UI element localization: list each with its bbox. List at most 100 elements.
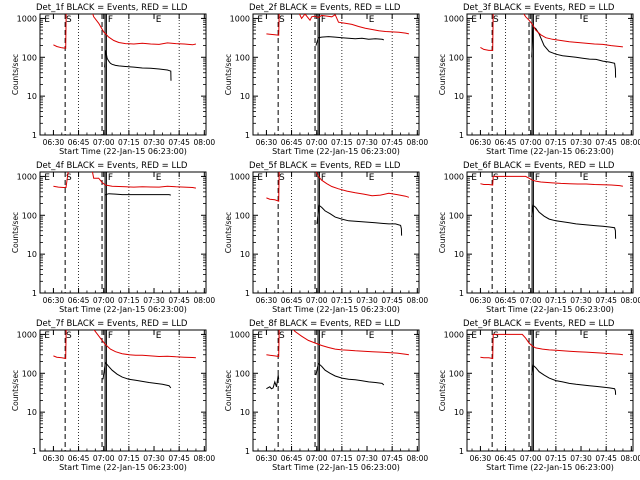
panel-8: Det_8f BLACK = Events, RED = LLD E S F E 1 10 1… bbox=[224, 319, 428, 472]
y-tick-label: 1000 bbox=[444, 14, 464, 23]
panel-title: Det_3f BLACK = Events, RED = LLD bbox=[463, 3, 615, 13]
x-tick-label: 08:00 bbox=[621, 454, 640, 463]
y-axis-label: Counts/sec bbox=[11, 54, 20, 95]
x-tick-label: 07:00 bbox=[93, 296, 115, 305]
y-tick-label: 100 bbox=[449, 369, 464, 378]
x-tick-label: 07:00 bbox=[520, 454, 542, 463]
series-line-events bbox=[104, 50, 172, 81]
x-axis-label: Start Time (22-Jan-15 06:23:00) bbox=[272, 463, 400, 472]
x-tick-label: 06:30 bbox=[43, 296, 65, 305]
x-tick-label: 07:15 bbox=[118, 296, 140, 305]
x-tick-label: 06:30 bbox=[470, 296, 492, 305]
x-tick-label: 06:30 bbox=[256, 138, 278, 147]
y-tick-label: 1 bbox=[459, 447, 464, 456]
x-axis-label: Start Time (22-Jan-15 06:23:00) bbox=[59, 147, 187, 156]
y-tick-label: 10 bbox=[454, 92, 464, 101]
y-tick-label: 1 bbox=[459, 131, 464, 140]
x-tick-label: 06:30 bbox=[256, 296, 278, 305]
x-tick-label: 06:45 bbox=[68, 296, 90, 305]
x-tick-label: 06:45 bbox=[281, 454, 303, 463]
x-tick-label: 06:45 bbox=[281, 138, 303, 147]
plot-frame bbox=[252, 171, 420, 294]
event-label: F bbox=[535, 15, 540, 25]
x-tick-label: 07:15 bbox=[331, 138, 353, 147]
x-tick-label: 08:00 bbox=[194, 138, 216, 147]
x-tick-label: 06:30 bbox=[43, 138, 65, 147]
y-tick-label: 10 bbox=[240, 250, 250, 259]
x-axis-label: Start Time (22-Jan-15 06:23:00) bbox=[486, 147, 614, 156]
y-axis-label: Counts/sec bbox=[224, 212, 233, 253]
x-tick-label: 07:15 bbox=[545, 454, 567, 463]
x-tick-label: 07:45 bbox=[381, 138, 403, 147]
panel-title: Det_5f BLACK = Events, RED = LLD bbox=[249, 161, 401, 171]
x-tick-label: 07:45 bbox=[381, 296, 403, 305]
y-tick-label: 10 bbox=[27, 92, 37, 101]
x-tick-label: 07:15 bbox=[331, 296, 353, 305]
event-label: S bbox=[66, 173, 72, 183]
y-tick-label: 10 bbox=[27, 250, 37, 259]
x-tick-label: 06:45 bbox=[495, 138, 517, 147]
event-label: S bbox=[279, 173, 285, 183]
event-label: E bbox=[471, 173, 477, 183]
x-tick-label: 07:30 bbox=[356, 454, 378, 463]
x-axis-label: Start Time (22-Jan-15 06:23:00) bbox=[59, 463, 187, 472]
event-label: E bbox=[257, 15, 263, 25]
series-line-events bbox=[102, 361, 172, 389]
x-tick-label: 07:45 bbox=[381, 454, 403, 463]
y-tick-label: 100 bbox=[22, 369, 37, 378]
series-line-lld bbox=[266, 330, 409, 358]
panel-2: Det_2f BLACK = Events, RED = LLD E S F E 1 10 1… bbox=[224, 3, 428, 156]
event-label: E bbox=[471, 15, 477, 25]
event-label: E bbox=[257, 173, 263, 183]
event-label: S bbox=[66, 331, 72, 341]
series-line-events bbox=[315, 36, 384, 46]
y-tick-label: 100 bbox=[235, 211, 250, 220]
x-axis-label: Start Time (22-Jan-15 06:23:00) bbox=[59, 305, 187, 314]
event-label: F bbox=[321, 15, 326, 25]
event-label: F bbox=[321, 331, 326, 341]
x-axis-label: Start Time (22-Jan-15 06:23:00) bbox=[272, 305, 400, 314]
panel-title: Det_4f BLACK = Events, RED = LLD bbox=[36, 161, 188, 171]
event-label: E bbox=[369, 173, 375, 183]
y-tick-label: 1 bbox=[459, 289, 464, 298]
x-tick-label: 07:30 bbox=[143, 138, 165, 147]
event-label: F bbox=[535, 331, 540, 341]
panel-title: Det_1f BLACK = Events, RED = LLD bbox=[36, 3, 188, 13]
series-line-lld bbox=[480, 14, 623, 51]
series-line-lld bbox=[53, 14, 197, 49]
panel-4: Det_4f BLACK = Events, RED = LLD E S F E 1 10 1… bbox=[11, 161, 215, 314]
event-label: E bbox=[44, 173, 50, 183]
y-tick-label: 100 bbox=[235, 369, 250, 378]
x-tick-label: 06:30 bbox=[256, 454, 278, 463]
plot-frame bbox=[252, 329, 420, 452]
x-tick-label: 06:45 bbox=[68, 138, 90, 147]
event-label: S bbox=[279, 15, 285, 25]
panel-1: Det_1f BLACK = Events, RED = LLD E S F E 1 10 1… bbox=[11, 3, 215, 156]
event-label: F bbox=[108, 331, 113, 341]
x-tick-label: 06:30 bbox=[43, 454, 65, 463]
event-label: E bbox=[156, 173, 162, 183]
x-axis-label: Start Time (22-Jan-15 06:23:00) bbox=[272, 147, 400, 156]
x-tick-label: 06:45 bbox=[495, 296, 517, 305]
panel-9: Det_9f BLACK = Events, RED = LLD E S F E 1 10 1… bbox=[438, 319, 640, 472]
y-tick-label: 1 bbox=[32, 447, 37, 456]
y-tick-label: 10 bbox=[454, 250, 464, 259]
y-tick-label: 1 bbox=[245, 131, 250, 140]
y-axis-label: Counts/sec bbox=[224, 54, 233, 95]
y-tick-label: 1 bbox=[32, 131, 37, 140]
plot-frame bbox=[39, 171, 207, 294]
series-line-lld bbox=[266, 172, 410, 202]
series-line-events bbox=[531, 204, 617, 239]
event-label: E bbox=[257, 331, 263, 341]
plot-frame bbox=[39, 13, 207, 136]
y-tick-label: 1000 bbox=[17, 330, 37, 339]
y-tick-label: 100 bbox=[449, 211, 464, 220]
y-tick-label: 10 bbox=[27, 408, 37, 417]
plot-frame bbox=[466, 13, 634, 136]
y-tick-label: 1 bbox=[32, 289, 37, 298]
event-label: S bbox=[66, 15, 72, 25]
plot-frame bbox=[252, 13, 420, 136]
x-tick-label: 08:00 bbox=[407, 454, 429, 463]
x-tick-label: 07:30 bbox=[570, 454, 592, 463]
event-label: E bbox=[369, 15, 375, 25]
